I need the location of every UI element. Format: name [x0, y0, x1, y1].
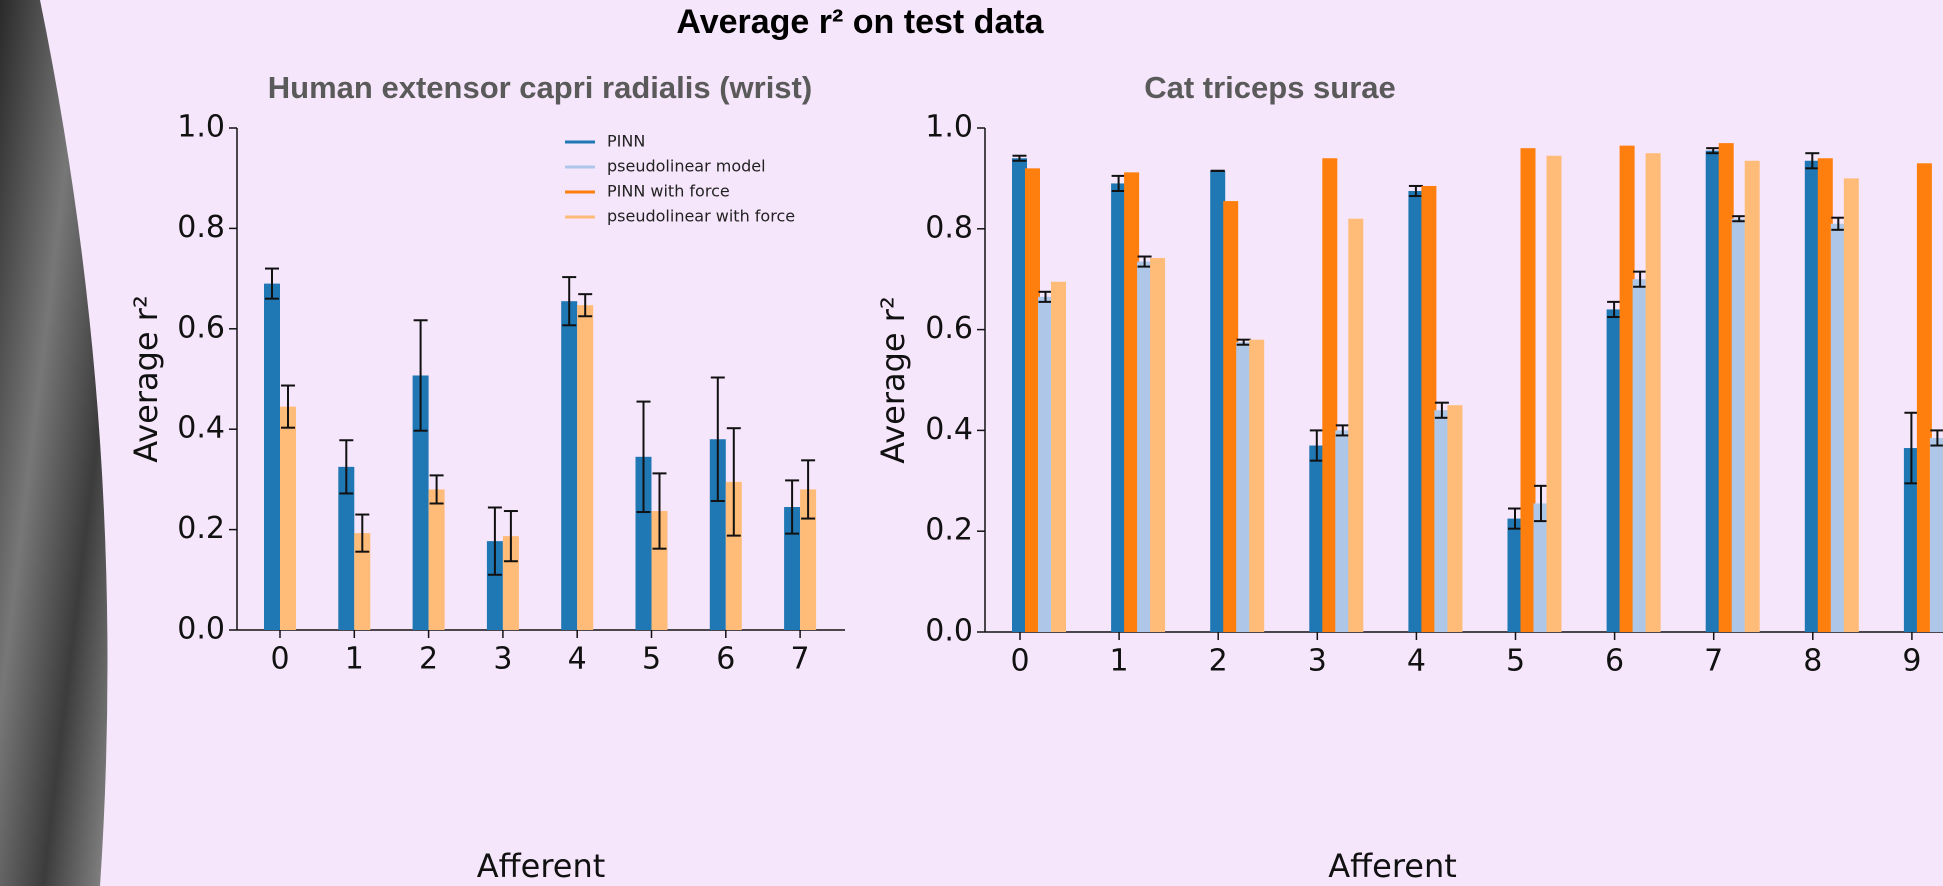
bar	[1607, 309, 1622, 632]
x-axis-label: Afferent	[477, 847, 606, 885]
x-tick-label: 1	[1110, 644, 1129, 679]
bar	[1111, 183, 1126, 632]
bar	[1236, 342, 1251, 632]
y-axis-label: Average r²	[874, 296, 912, 464]
x-tick-label: 8	[1803, 644, 1822, 679]
bar	[1309, 446, 1324, 632]
x-tick-label: 7	[1704, 644, 1723, 679]
x-tick-label: 5	[642, 642, 661, 677]
side-image	[0, 0, 108, 886]
y-tick-label: 1.0	[925, 110, 973, 145]
bar	[1633, 279, 1648, 632]
bar	[1521, 148, 1536, 632]
bar	[1508, 519, 1523, 632]
bar	[1408, 191, 1423, 632]
bar	[1917, 163, 1932, 632]
bar	[264, 284, 280, 630]
bar	[1012, 158, 1027, 632]
x-tick-label: 4	[568, 642, 587, 677]
y-tick-label: 0.2	[177, 511, 225, 546]
bar	[280, 407, 296, 630]
bar	[429, 489, 445, 630]
bar	[1150, 258, 1165, 632]
bar	[577, 305, 593, 630]
bar	[1137, 262, 1152, 632]
x-tick-label: 0	[270, 642, 289, 677]
bar	[1620, 146, 1635, 632]
y-tick-label: 0.4	[177, 411, 225, 446]
y-tick-label: 1.0	[177, 110, 225, 145]
bar	[1547, 156, 1562, 632]
x-tick-label: 7	[791, 642, 810, 677]
x-axis-label: Afferent	[1328, 847, 1457, 885]
x-tick-label: 0	[1010, 644, 1029, 679]
bar	[1223, 201, 1238, 632]
x-tick-label: 2	[1209, 644, 1228, 679]
x-tick-label: 6	[1605, 644, 1624, 679]
bar	[1025, 168, 1040, 632]
legend-label: pseudolinear with force	[607, 207, 795, 226]
bar	[1706, 151, 1721, 632]
x-tick-label: 2	[419, 642, 438, 677]
bar	[1534, 503, 1549, 632]
bar	[561, 301, 577, 630]
bar	[1421, 186, 1436, 632]
bar	[1930, 438, 1943, 632]
bar	[1434, 410, 1449, 632]
y-tick-label: 0.4	[925, 412, 973, 447]
bar	[1335, 430, 1350, 632]
bar	[1831, 224, 1846, 632]
x-tick-label: 5	[1506, 644, 1525, 679]
x-tick-label: 3	[493, 642, 512, 677]
y-tick-label: 0.2	[925, 513, 973, 548]
bar	[1646, 153, 1661, 632]
bar	[1051, 282, 1066, 632]
x-tick-label: 1	[345, 642, 364, 677]
legend-label: PINN	[607, 132, 645, 151]
bar	[1719, 143, 1734, 632]
bar	[1348, 219, 1363, 632]
bar	[1124, 172, 1139, 632]
bar	[1844, 178, 1859, 632]
bar	[1322, 158, 1337, 632]
x-tick-label: 4	[1407, 644, 1426, 679]
x-tick-label: 3	[1308, 644, 1327, 679]
bar	[1249, 340, 1264, 632]
y-tick-label: 0.0	[177, 612, 225, 647]
y-tick-label: 0.8	[925, 210, 973, 245]
legend-label: pseudolinear model	[607, 157, 766, 176]
page: {"title": "Average r² on test data", "ch…	[0, 0, 1943, 886]
bar	[1210, 171, 1225, 632]
y-axis-label: Average r²	[127, 295, 165, 463]
x-tick-label: 6	[716, 642, 735, 677]
y-tick-label: 0.6	[177, 310, 225, 345]
slide: Average r² on test data Human extensor c…	[0, 0, 1943, 886]
chart-title: Cat triceps surae	[1144, 70, 1396, 105]
bar	[1818, 158, 1833, 632]
chart-title: Human extensor capri radialis (wrist)	[268, 70, 812, 105]
y-tick-label: 0.0	[925, 614, 973, 649]
slide-title: Average r² on test data	[676, 3, 1044, 41]
y-tick-label: 0.8	[177, 210, 225, 245]
x-tick-label: 9	[1902, 644, 1921, 679]
bar	[1732, 219, 1747, 632]
bar	[1805, 161, 1820, 632]
legend-label: PINN with force	[607, 182, 730, 201]
bar	[1745, 161, 1760, 632]
bar	[1038, 297, 1053, 632]
bar	[1447, 405, 1462, 632]
y-tick-label: 0.6	[925, 311, 973, 346]
error-bar	[1013, 156, 1027, 161]
